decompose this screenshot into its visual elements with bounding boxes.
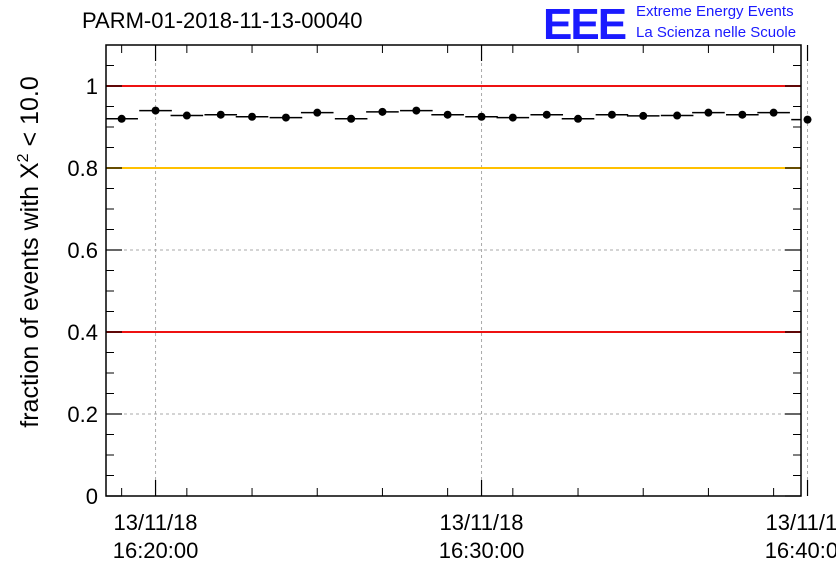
y-tick-label: 0	[86, 484, 98, 509]
data-point	[477, 112, 486, 121]
y-tick-label: 0.2	[67, 402, 98, 427]
x-tick-label-time: 16:40:00	[765, 538, 836, 563]
y-tick-label: 1	[86, 74, 98, 99]
data-point	[412, 106, 421, 115]
data-point	[182, 111, 191, 120]
data-point	[443, 110, 452, 119]
x-tick-label-time: 16:30:00	[439, 538, 525, 563]
y-axis-label: fraction of events with X2 < 10.0	[15, 76, 44, 427]
data-point	[738, 110, 747, 119]
logo-line-2: La Scienza nelle Scuole	[636, 24, 797, 41]
data-point	[151, 106, 160, 115]
x-tick-label-time: 16:20:00	[113, 538, 199, 563]
data-point	[704, 108, 713, 117]
y-label-suffix: < 10.0	[16, 76, 44, 153]
y-tick-label: 0.6	[67, 238, 98, 263]
data-point	[216, 110, 225, 119]
data-points	[106, 106, 812, 124]
y-label-prefix: fraction of events with X	[16, 162, 44, 428]
eee-logo: EEE	[543, 0, 627, 49]
chart-title: PARM-01-2018-11-13-00040	[82, 8, 363, 33]
y-tick-label: 0.4	[67, 320, 98, 345]
axes	[105, 44, 809, 497]
data-point	[508, 113, 517, 122]
x-tick-label-date: 13/11/18	[440, 510, 524, 535]
data-point	[803, 115, 812, 124]
data-point	[281, 113, 290, 122]
y-label-superscript: 2	[15, 153, 32, 162]
data-point	[117, 114, 126, 123]
x-tick-label-date: 13/11/18	[114, 510, 198, 535]
tick-labels: 0 0.2 0.4 0.6 0.8 1 13/11/18 16:20:00 13/11/18 16…	[67, 74, 836, 563]
data-point	[313, 108, 322, 117]
x-tick-label-date: 13/11/18	[766, 510, 836, 535]
data-point	[639, 111, 648, 120]
data-point	[347, 114, 356, 123]
data-point	[248, 112, 257, 121]
logo-line-1: Extreme Energy Events	[636, 3, 794, 20]
data-point	[673, 111, 682, 120]
data-point	[607, 110, 616, 119]
data-point	[769, 108, 778, 117]
data-point	[378, 107, 387, 116]
reference-lines	[106, 85, 801, 333]
data-point	[542, 110, 551, 119]
y-tick-label: 0.8	[67, 156, 98, 181]
data-point	[574, 114, 583, 123]
